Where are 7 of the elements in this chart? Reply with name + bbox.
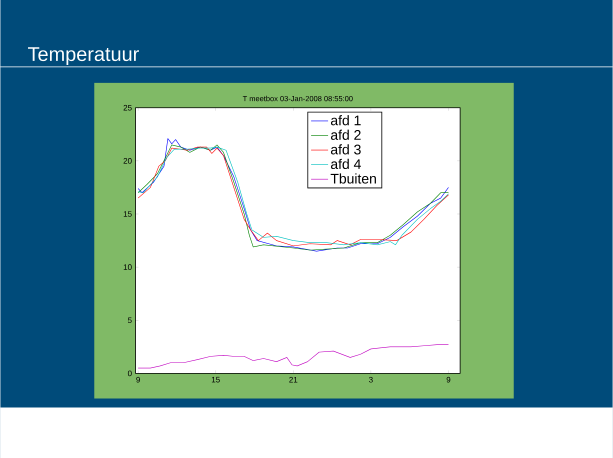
legend-label: afd 3 <box>330 144 361 154</box>
chart-title: Temperatuur <box>28 47 139 65</box>
legend-label: Tbuiten <box>330 173 376 184</box>
line-series <box>138 344 449 368</box>
legend-label: afd 2 <box>330 129 361 140</box>
legend-label: afd 1 <box>330 114 361 126</box>
legend-label: afd 4 <box>330 158 361 169</box>
